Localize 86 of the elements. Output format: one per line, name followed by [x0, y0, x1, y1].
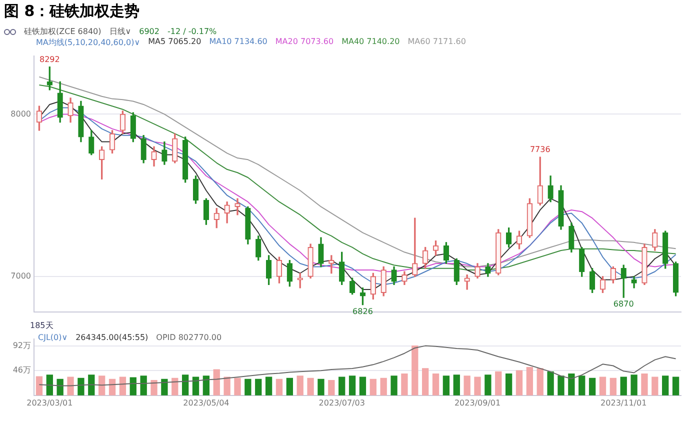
bar	[255, 378, 262, 396]
bar	[370, 378, 376, 396]
annotation: CJL(0)∨	[38, 333, 68, 342]
bar	[192, 376, 200, 396]
annotation: 264345.00(45:55)	[76, 333, 148, 342]
annotation: 8292	[39, 54, 60, 64]
bar	[474, 376, 481, 396]
bar	[495, 371, 502, 396]
bar	[286, 378, 293, 396]
bar	[516, 370, 523, 396]
x-tick-label: 2023/11/01	[600, 398, 647, 408]
bar	[307, 378, 314, 396]
y-tick-label: 46万	[12, 366, 31, 375]
bar	[662, 376, 669, 396]
bar	[67, 376, 74, 396]
bar	[244, 378, 252, 396]
bar	[578, 376, 586, 396]
x-tick-label: 2023/05/04	[183, 398, 230, 408]
bar	[36, 376, 43, 396]
bar	[464, 376, 470, 396]
bar	[484, 374, 492, 396]
text: OPID 802770.00	[156, 333, 222, 342]
bar	[390, 376, 398, 396]
bar	[432, 374, 440, 396]
bar	[672, 376, 680, 396]
x-tick-label: 2023/07/03	[318, 398, 365, 408]
bar	[276, 378, 283, 396]
bar	[641, 374, 648, 396]
bar	[348, 376, 356, 396]
bar	[338, 376, 346, 396]
bar	[536, 368, 544, 396]
bar	[213, 369, 220, 396]
bar	[453, 374, 460, 396]
bar	[652, 376, 658, 396]
x-tick-label: 2023/09/01	[454, 398, 501, 408]
bar	[547, 371, 554, 396]
text: MA5 7065.20	[148, 37, 202, 46]
bar	[296, 376, 304, 396]
bar	[630, 374, 638, 396]
bar	[620, 376, 627, 396]
bar	[558, 376, 564, 396]
bar	[182, 374, 189, 396]
annotation: 6870	[613, 300, 634, 309]
bar	[422, 368, 429, 396]
text: MA均线(5,10,20,40,60,0)∨	[36, 37, 140, 48]
text: MA40 7140.20	[342, 37, 400, 46]
text: MA10 7134.60	[209, 37, 268, 46]
text: 6902	[139, 27, 160, 36]
bar	[412, 345, 418, 396]
bar	[328, 380, 335, 396]
bar	[442, 376, 450, 396]
annotation: 6826	[352, 306, 373, 316]
bar	[78, 378, 84, 396]
bar	[140, 376, 147, 396]
bar	[526, 367, 534, 396]
bar	[588, 378, 596, 396]
text: MA60 7171.60	[408, 37, 466, 46]
bar	[401, 374, 408, 396]
bar	[380, 378, 387, 396]
x-tick-label: 2023/03/01	[26, 398, 73, 408]
text: -12 / -0.17%	[167, 27, 217, 36]
bar	[318, 378, 324, 396]
bar	[202, 376, 210, 396]
text: 日线∨	[109, 26, 132, 37]
bar	[265, 376, 272, 396]
bar	[88, 374, 95, 396]
bar	[150, 380, 158, 396]
bar	[599, 376, 606, 396]
chart-title: 图 8：硅铁加权走势	[4, 2, 140, 21]
text: 硅铁加权(ZCE 6840)	[24, 26, 102, 37]
text: 185天	[30, 320, 54, 331]
bar	[119, 376, 126, 396]
text: MA20 7073.60	[275, 37, 334, 46]
annotation: 7736	[530, 145, 550, 154]
y-tick-label: 8000	[10, 109, 31, 118]
bar	[224, 376, 230, 396]
bar	[234, 378, 241, 396]
bar	[359, 376, 366, 396]
bar	[161, 378, 168, 396]
bar	[98, 376, 106, 396]
y-tick-label: 92万	[12, 340, 31, 350]
bar	[568, 374, 575, 396]
bar	[610, 378, 616, 396]
bar	[46, 374, 53, 396]
bar	[505, 374, 512, 396]
y-tick-label: 7000	[10, 272, 31, 281]
